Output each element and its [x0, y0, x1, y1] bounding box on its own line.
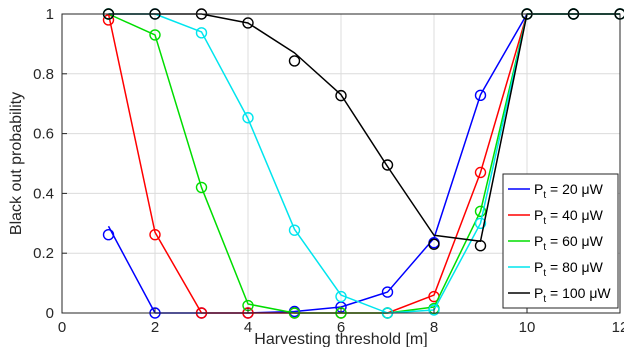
legend-entry: Pt = 20 μW: [508, 181, 604, 201]
y-tick-label: 0: [46, 305, 54, 322]
legend-label: Pt = 60 μW: [534, 233, 604, 253]
x-tick-label: 12: [612, 319, 624, 336]
legend-entry: Pt = 40 μW: [508, 207, 604, 227]
legend-entry: Pt = 60 μW: [508, 233, 604, 253]
legend-label: Pt = 80 μW: [534, 259, 604, 279]
data-point: [335, 290, 347, 303]
x-tick-label: 8: [430, 319, 438, 336]
x-tick-label: 6: [337, 319, 345, 336]
y-tick-label: 1: [46, 6, 54, 23]
x-tick-label: 0: [58, 319, 66, 336]
x-tick-label: 4: [244, 319, 252, 336]
data-point: [149, 228, 161, 241]
data-point: [288, 224, 301, 236]
legend-label: Pt = 100 μW: [534, 285, 611, 305]
data-point: [195, 27, 208, 39]
x-tick-label: 2: [151, 319, 159, 336]
axis-ticks: 0 2 4 6 8 10 12 0 0.2 0.4 0.6 0.8 1: [33, 6, 624, 336]
legend: Pt = 20 μW Pt = 40 μW Pt = 60 μW Pt = 80 μW…: [502, 173, 619, 309]
data-point: [381, 286, 394, 298]
y-tick-label: 0.8: [33, 66, 54, 83]
data-point: [474, 217, 487, 230]
y-axis-label: Black out probability: [8, 92, 25, 235]
x-tick-label: 10: [519, 319, 536, 336]
data-point: [474, 89, 487, 102]
data-point: [335, 89, 347, 102]
data-point: [102, 14, 115, 26]
y-tick-label: 0.2: [33, 245, 54, 262]
data-point: [381, 159, 394, 171]
data-point: [195, 181, 208, 194]
data-point: [149, 29, 161, 41]
data-point: [102, 228, 115, 241]
data-point: [428, 304, 440, 316]
data-point: [242, 17, 254, 29]
data-point: [474, 205, 487, 218]
data-point: [288, 55, 301, 67]
y-tick-label: 0.4: [33, 185, 54, 202]
data-point: [242, 112, 254, 124]
data-point: [474, 166, 487, 179]
legend-label: Pt = 20 μW: [534, 181, 604, 201]
y-tick-label: 0.6: [33, 126, 54, 143]
data-point: [474, 240, 487, 252]
data-point: [428, 238, 440, 250]
legend-label: Pt = 40 μW: [534, 207, 604, 227]
legend-entry: Pt = 80 μW: [508, 259, 604, 279]
x-axis-label: Harvesting threshold [m]: [254, 331, 427, 347]
legend-entry: Pt = 100 μW: [508, 285, 611, 305]
